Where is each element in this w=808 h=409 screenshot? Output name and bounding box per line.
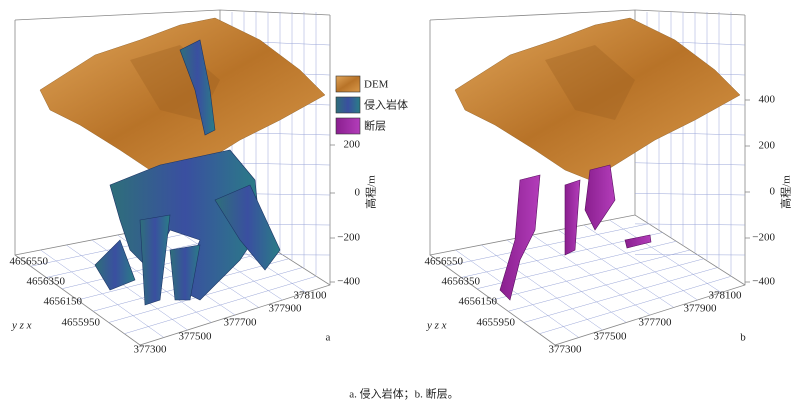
x-tick-label: 377700 [639, 317, 673, 329]
fault-body [564, 179, 581, 256]
legend-swatch [335, 117, 361, 135]
box-edge [429, 214, 746, 286]
legend-label: DEM [364, 79, 389, 91]
floor-grid [492, 249, 691, 301]
floor-grid [539, 276, 732, 334]
z-tick-label: −400 [337, 276, 360, 288]
floor-grid [583, 224, 698, 301]
box-edge [429, 9, 746, 21]
floor-grid [108, 267, 303, 323]
wall-grid [634, 162, 746, 166]
y-tick-label: 4655950 [62, 317, 101, 329]
z-axis-label: 高程/m [364, 175, 378, 209]
intrusion-body [139, 214, 171, 306]
floor-grid [124, 276, 317, 334]
z-tick-label: −400 [752, 276, 775, 288]
panel-label: b [740, 332, 746, 344]
x-tick-label: 377300 [134, 344, 168, 356]
panel-a: 200 0 −200 −400 高程/m 4656550 4656350 4656150 465… [10, 9, 378, 356]
x-tick-label: 377300 [549, 344, 583, 356]
legend-swatch [335, 96, 361, 114]
x-tick-label: 377500 [179, 331, 213, 343]
axis-icon: y z x [11, 320, 32, 332]
panel-b: 400 200 0 −200 −400 高程/m 4656550 4656350 4656150… [425, 9, 793, 356]
dem-surface [454, 17, 741, 181]
wall-grid [634, 223, 746, 226]
z-tick-label: −200 [337, 232, 360, 244]
z-tick-label: −200 [752, 232, 775, 244]
wall-grid [634, 193, 746, 196]
fault-body [624, 234, 652, 249]
axis-icon: y z x [426, 320, 447, 332]
z-tick-label: 0 [355, 187, 361, 199]
z-axis-label: 高程/m [779, 175, 793, 209]
x-tick-label: 377900 [269, 303, 303, 315]
intrusion-body [214, 184, 281, 271]
wall-grid [634, 254, 746, 256]
y-tick-label: 4656350 [27, 276, 66, 288]
intrusion-body [169, 244, 201, 301]
x-tick-label: 377900 [684, 303, 718, 315]
box-edge [14, 9, 331, 21]
legend-swatch [335, 75, 361, 93]
caption: a. 侵入岩体；b. 断层。 [349, 387, 458, 401]
z-tick-label: 400 [759, 94, 776, 106]
intrusion-body [179, 39, 216, 136]
panel-label: a [326, 332, 331, 344]
legend: DEM 侵入岩体 断层 [335, 75, 408, 135]
y-tick-label: 4656150 [44, 296, 83, 308]
x-tick-label: 377500 [594, 331, 628, 343]
x-tick-label: 378100 [294, 290, 328, 302]
dem-surface [39, 17, 326, 181]
dem-shade [545, 45, 635, 120]
floor-grid [508, 258, 704, 312]
y-tick-label: 4656550 [425, 256, 464, 268]
y-tick-label: 4656150 [459, 296, 498, 308]
x-tick-label: 378100 [709, 290, 743, 302]
x-tick-label: 377700 [224, 317, 258, 329]
y-tick-label: 4656350 [442, 276, 481, 288]
floor-grid [523, 267, 718, 323]
floor-grid [609, 219, 722, 293]
legend-label: 断层 [364, 119, 386, 133]
z-tick-label: 200 [344, 139, 361, 151]
legend-label: 侵入岩体 [364, 98, 408, 112]
fault-body [584, 164, 616, 231]
y-tick-label: 4655950 [477, 317, 516, 329]
z-tick-label: 200 [759, 140, 776, 152]
z-tick-label: 0 [770, 186, 776, 198]
y-tick-label: 4656550 [10, 256, 49, 268]
intrusion-body [94, 239, 136, 291]
floor-grid [557, 229, 674, 308]
fault-body [499, 174, 541, 301]
